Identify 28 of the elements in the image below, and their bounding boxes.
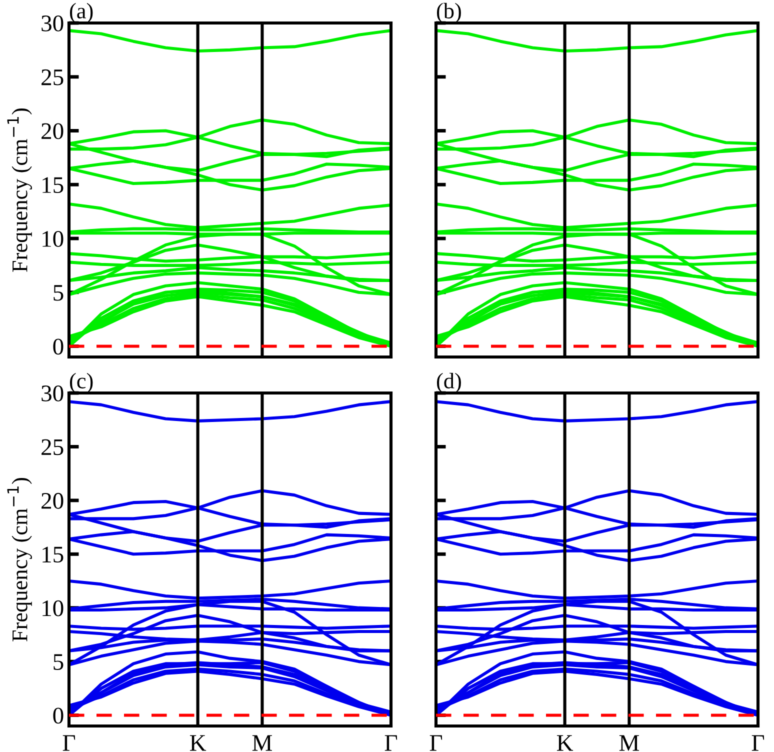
y-axis-title: Frequency (cm$^{−1}$)	[7, 478, 32, 642]
y-tick-label: 5	[54, 654, 64, 670]
y-axis-title: Frequency (cm$^{−1}$)	[7, 108, 32, 272]
chart-title: (a)	[70, 2, 93, 23]
x-tick-label: Γ	[752, 735, 764, 751]
x-tick-label: K	[556, 735, 574, 751]
y-tick-label: 15	[42, 177, 64, 194]
chart-title: (b)	[436, 2, 461, 23]
chart-title: (d)	[436, 372, 461, 393]
y-tick-label: 15	[42, 546, 64, 563]
y-tick-label: 5	[54, 285, 64, 301]
y-tick-label: 20	[42, 123, 64, 140]
x-tick-label: K	[190, 735, 206, 751]
y-tick-label: 10	[42, 600, 64, 616]
x-tick-label: Γ	[384, 735, 398, 751]
y-tick-label: 25	[42, 439, 64, 456]
x-tick-label: Γ	[62, 735, 76, 751]
y-tick-label: 20	[42, 492, 64, 509]
x-tick-label: Γ	[430, 735, 442, 751]
y-tick-label: 10	[42, 230, 64, 247]
y-tick-label: 0	[53, 338, 64, 355]
y-tick-label: 25	[42, 69, 64, 86]
x-tick-label: M	[252, 735, 272, 751]
y-tick-label: 30	[42, 385, 64, 402]
y-tick-label: 30	[42, 15, 64, 32]
x-tick-label: M	[619, 735, 640, 751]
y-tick-label: 0	[53, 708, 64, 724]
chart-title: (c)	[70, 372, 93, 393]
